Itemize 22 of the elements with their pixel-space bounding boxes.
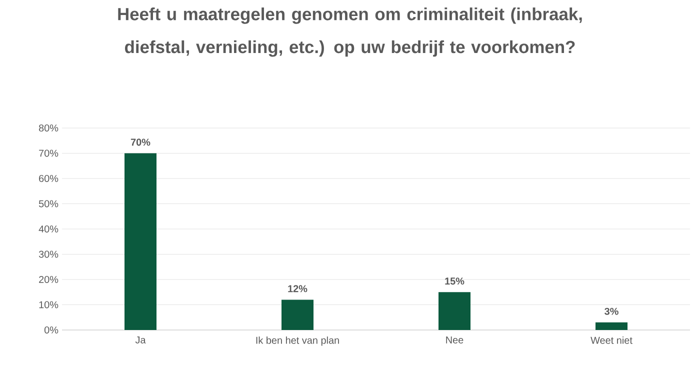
data-label: 70% [130, 138, 150, 146]
data-label: 3% [604, 308, 618, 315]
y-tick-label: 80% [38, 124, 58, 132]
x-tick-label: Ik ben het van plan [256, 336, 339, 346]
bar [438, 292, 471, 330]
chart-title: Heeft u maatregelen genomen om criminaliteit (inbraak, diefstal, vernieling, etc.) op uw bedrijf te voorkomen? [118, 8, 582, 57]
y-tick-label: 0% [44, 326, 58, 334]
y-tick-label: 70% [39, 150, 58, 157]
x-tick-label: Weet niet [590, 336, 632, 344]
bar [282, 300, 314, 330]
x-tick-label: Nee [446, 336, 464, 344]
y-tick-label: 20% [39, 276, 58, 284]
x-tick-label: Ja [135, 336, 146, 344]
y-tick-label: 30% [38, 250, 58, 258]
data-label: 15% [445, 278, 464, 285]
y-tick-label: 10% [39, 301, 58, 308]
data-label: 12% [288, 285, 308, 292]
y-tick-label: 60% [39, 174, 58, 182]
bar [596, 322, 628, 330]
y-tick-label: 50% [38, 200, 58, 208]
y-tick-label: 40% [38, 225, 58, 233]
bar [124, 153, 156, 330]
